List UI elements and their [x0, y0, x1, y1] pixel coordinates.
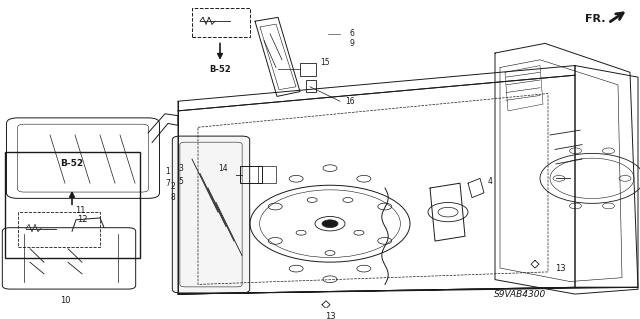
- Text: 6: 6: [350, 29, 355, 38]
- Text: 15: 15: [320, 58, 330, 67]
- Text: 7: 7: [165, 179, 170, 188]
- Text: 16: 16: [345, 97, 355, 106]
- Text: B-52: B-52: [209, 65, 231, 74]
- Text: 9: 9: [350, 39, 355, 48]
- Text: 5: 5: [178, 177, 183, 186]
- Text: FR.: FR.: [585, 14, 605, 24]
- Text: 13: 13: [555, 263, 565, 272]
- Text: 1: 1: [165, 167, 170, 176]
- Bar: [258, 166, 276, 183]
- Bar: [306, 80, 316, 92]
- Bar: [18, 212, 100, 247]
- Text: 2: 2: [170, 182, 175, 190]
- FancyBboxPatch shape: [172, 136, 250, 293]
- Bar: [240, 166, 262, 183]
- Text: 4: 4: [488, 177, 492, 186]
- Text: 10: 10: [60, 296, 70, 305]
- Text: 11: 11: [75, 206, 85, 215]
- Bar: [5, 152, 140, 258]
- Text: B-52: B-52: [60, 160, 84, 168]
- Text: 8: 8: [170, 193, 175, 202]
- Circle shape: [322, 220, 338, 227]
- Text: S9VAB4300: S9VAB4300: [494, 290, 546, 299]
- Bar: [300, 63, 316, 76]
- Text: 13: 13: [324, 312, 335, 319]
- Text: 12: 12: [77, 215, 87, 224]
- Text: 3: 3: [178, 164, 183, 173]
- Text: 14: 14: [218, 164, 228, 173]
- Bar: [192, 8, 250, 37]
